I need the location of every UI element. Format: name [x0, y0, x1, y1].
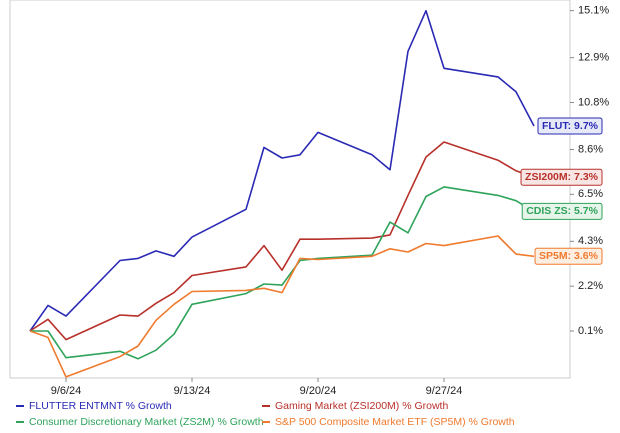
end-label-box — [534, 247, 603, 265]
y-tick-label: 6.5% — [578, 188, 603, 200]
y-tick-label: 4.3% — [578, 235, 603, 247]
y-tick-label: 8.6% — [578, 143, 603, 155]
series-line — [30, 186, 535, 360]
plot-frame — [9, 0, 571, 379]
end-label: FLUT: 9.7% — [542, 120, 599, 132]
x-tick-label: 9/6/24 — [51, 385, 82, 397]
end-label: SP5M: 3.6% — [539, 250, 599, 262]
y-tick-label: 12.9% — [578, 52, 609, 64]
legend-label: Gaming Market (ZSI200M) % Growth — [275, 400, 448, 412]
x-tick-label: 9/27/24 — [426, 385, 463, 397]
series-line — [29, 9, 535, 332]
y-tick-label: 15.1% — [578, 5, 609, 17]
series-line — [29, 141, 535, 341]
legend-label: S&P 500 Composite Market ETF (SP5M) % Gr… — [275, 416, 515, 428]
x-tick-label: 9/20/24 — [300, 385, 337, 397]
x-tick-label: 9/13/24 — [174, 385, 211, 397]
y-tick-label: 2.2% — [578, 280, 603, 292]
end-label: CDIS ZS: 5.7% — [526, 205, 598, 217]
y-tick-label: 10.8% — [578, 96, 609, 108]
end-label: ZSI200M: 7.3% — [525, 171, 599, 183]
series-line — [29, 235, 535, 378]
y-tick-label: 0.1% — [578, 325, 603, 337]
end-label-box — [520, 168, 603, 186]
legend-label: FLUTTER ENTMNT % Growth — [29, 400, 172, 412]
legend-label: Consumer Discretionary Market (ZS2M) % G… — [29, 416, 264, 428]
end-label-box — [537, 117, 603, 135]
end-label-box — [521, 202, 603, 220]
